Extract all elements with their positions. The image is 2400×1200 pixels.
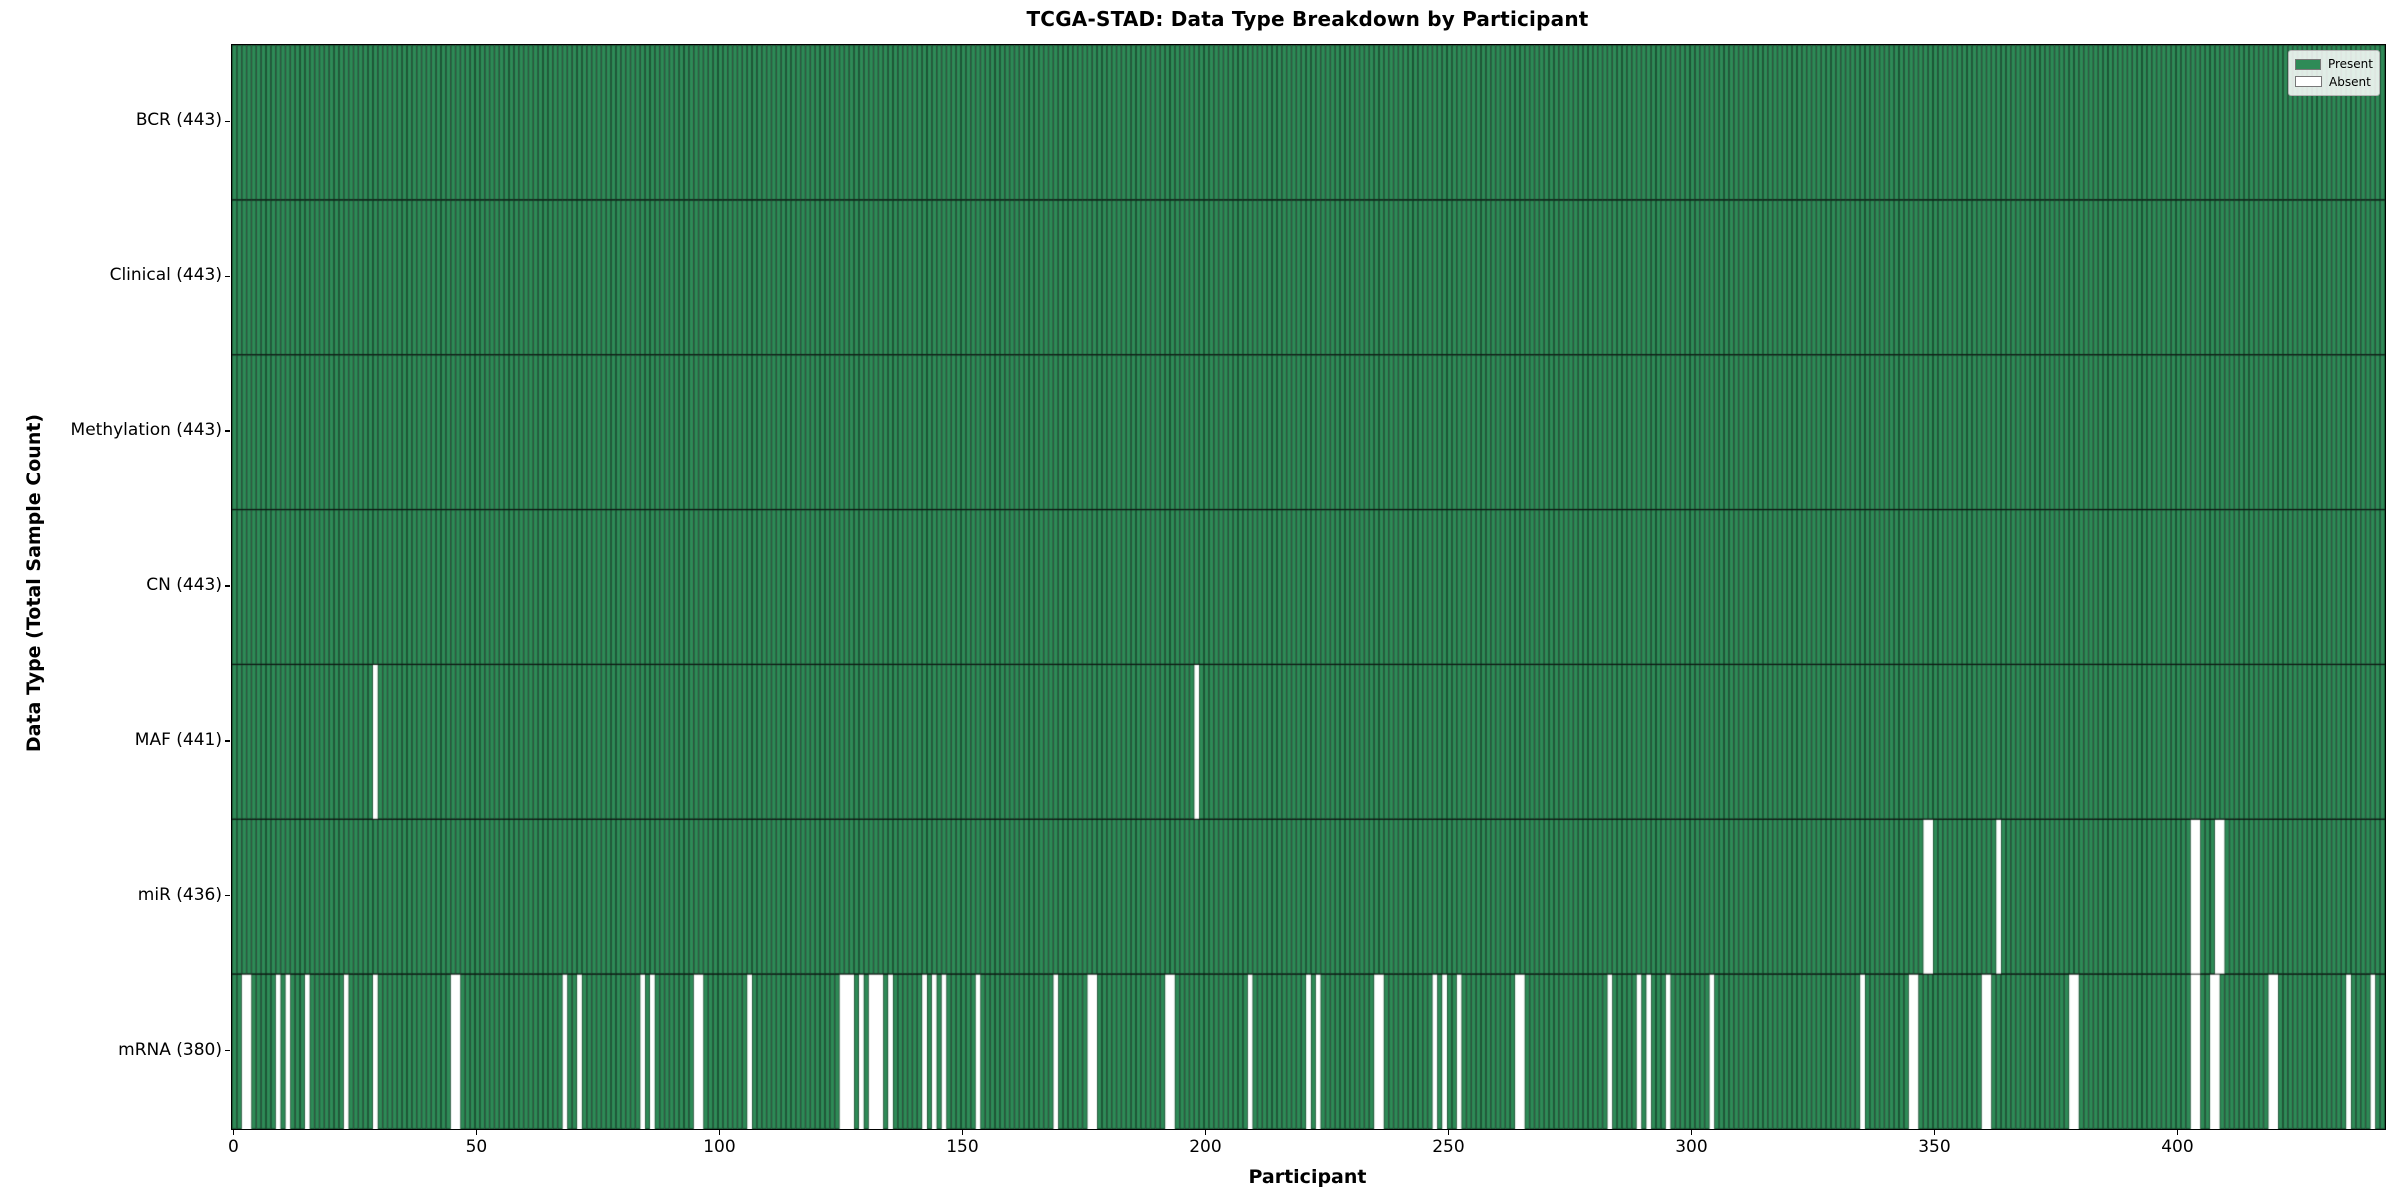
x-tick-label: 400 <box>2161 1137 2194 1157</box>
x-tick-label: 300 <box>1675 1137 1708 1157</box>
y-tick-mark <box>225 740 230 742</box>
legend: Present Absent <box>2288 50 2380 96</box>
legend-item-absent: Absent <box>2295 76 2373 88</box>
y-tick-label: Clinical (443) <box>109 265 222 286</box>
y-tick-label: MAF (441) <box>134 729 222 750</box>
y-tick-mark <box>225 275 230 278</box>
x-tick-mark <box>1204 1130 1207 1135</box>
y-tick-label: BCR (443) <box>135 110 222 131</box>
plot-area <box>231 44 2386 1130</box>
x-tick-label: 50 <box>465 1137 488 1157</box>
legend-label-present: Present <box>2327 57 2373 72</box>
y-tick-mark <box>225 894 230 897</box>
legend-label-absent: Absent <box>2329 74 2371 89</box>
y-tick-mark <box>225 430 230 432</box>
x-tick-mark <box>1690 1130 1693 1135</box>
y-tick-mark <box>225 1049 230 1052</box>
x-tick-mark <box>961 1130 964 1135</box>
x-tick-label: 350 <box>1918 1137 1951 1157</box>
y-tick-mark <box>225 120 230 123</box>
y-tick-label: miR (436) <box>137 884 222 905</box>
x-axis-label: Participant <box>1248 1166 1367 1188</box>
x-tick-label: 200 <box>1189 1137 1222 1157</box>
absent-swatch-icon <box>2295 76 2322 88</box>
y-tick-label: CN (443) <box>146 575 222 595</box>
x-tick-mark <box>718 1130 721 1135</box>
x-tick-mark <box>2176 1130 2179 1135</box>
legend-item-present: Present <box>2295 58 2373 70</box>
chart-title: TCGA-STAD: Data Type Breakdown by Partic… <box>1026 7 1589 31</box>
x-tick-label: 100 <box>703 1137 736 1157</box>
x-tick-mark <box>1933 1130 1936 1135</box>
x-tick-mark <box>475 1130 478 1135</box>
x-tick-label: 250 <box>1432 1137 1465 1157</box>
x-tick-mark <box>1447 1130 1450 1135</box>
y-tick-mark <box>225 585 230 587</box>
x-tick-label: 150 <box>946 1137 979 1157</box>
x-tick-mark <box>232 1130 235 1135</box>
heatmap-canvas <box>232 45 2385 1129</box>
y-tick-label: Methylation (443) <box>70 420 222 441</box>
present-swatch-icon <box>2295 58 2321 70</box>
y-tick-label: mRNA (380) <box>118 1039 222 1060</box>
x-tick-label: 0 <box>228 1137 239 1157</box>
